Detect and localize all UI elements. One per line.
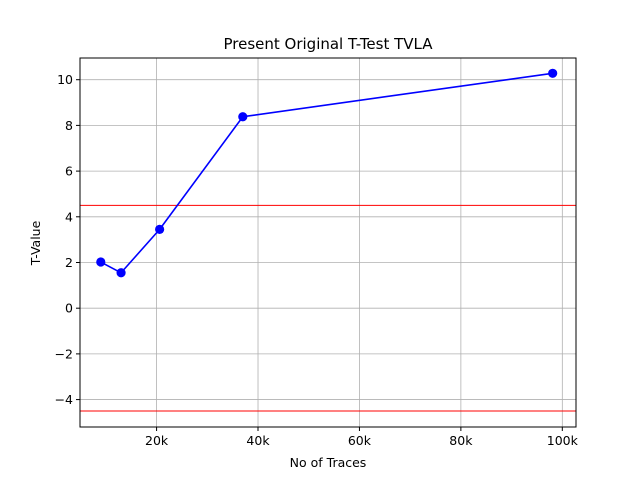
chart-title: Present Original T-Test TVLA xyxy=(223,35,433,53)
y-tick-label-2: 0 xyxy=(65,301,73,316)
x-tick-label-2: 60k xyxy=(348,433,372,448)
plot-area: 20k 40k 60k 80k 100k −4 −2 0 2 4 6 8 10 xyxy=(55,57,579,448)
axes-frame xyxy=(79,57,577,428)
data-point-0-2 xyxy=(155,224,165,234)
x-tick-label-3: 80k xyxy=(449,433,473,448)
y-tick-label-3: 2 xyxy=(65,255,73,270)
x-tick-label-4: 100k xyxy=(547,433,579,448)
y-tick-label-6: 8 xyxy=(65,118,73,133)
y-tick-label-4: 4 xyxy=(65,209,73,224)
data-point-0-3 xyxy=(238,112,248,122)
y-tick-label-0: −4 xyxy=(55,392,73,407)
y-tick-label-5: 6 xyxy=(65,164,73,179)
data-point-0-0 xyxy=(96,257,106,267)
y-axis-label: T-Value xyxy=(28,220,43,266)
y-tick-label-1: −2 xyxy=(55,346,73,361)
y-tick-label-7: 10 xyxy=(57,72,73,87)
data-point-0-1 xyxy=(116,268,126,278)
data-point-0-4 xyxy=(548,68,558,78)
x-axis-label: No of Traces xyxy=(290,455,367,470)
x-tick-label-1: 40k xyxy=(246,433,270,448)
x-tick-label-0: 20k xyxy=(145,433,169,448)
